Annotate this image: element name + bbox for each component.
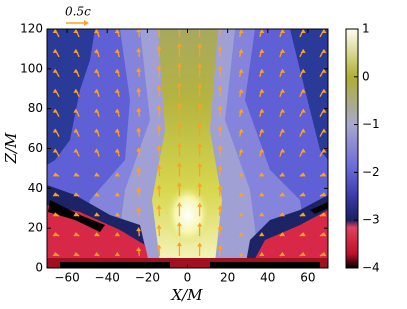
vector-scale-arrow-head (84, 20, 89, 26)
x-tick-label: −60 (54, 271, 79, 285)
vector-scale-label: 0.5c (65, 5, 91, 19)
colorbar-tick-label: −1 (362, 117, 380, 131)
y-tick-label: 120 (20, 22, 43, 36)
x-tick-label: −20 (135, 271, 160, 285)
y-tick-label: 20 (28, 221, 43, 235)
x-tick-label: 0 (184, 271, 192, 285)
colorbar-tick-label: 0 (362, 69, 370, 83)
x-tick-label: −40 (95, 271, 120, 285)
y-tick-label: 80 (28, 101, 43, 115)
flow-arrow-head (197, 23, 202, 27)
colorbar-tick-label: 1 (362, 22, 370, 36)
colorbar-tick-label: −3 (362, 213, 380, 227)
x-tick-label: 20 (220, 271, 235, 285)
y-tick-label: 40 (28, 181, 43, 195)
y-axis-label: Z/M (2, 132, 20, 164)
colorbar-tick-label: −2 (362, 165, 380, 179)
y-tick-label: 60 (28, 141, 43, 155)
y-tick-label: 100 (20, 61, 43, 75)
flow-arrow-head (177, 23, 182, 27)
colorbar (346, 29, 358, 268)
field (47, 23, 328, 268)
x-axis-label: X/M (170, 286, 203, 304)
x-tick-label: 60 (300, 271, 315, 285)
colorbar-tick-label: −4 (362, 261, 380, 275)
y-tick-label: 0 (35, 261, 43, 275)
x-tick-label: 40 (260, 271, 275, 285)
